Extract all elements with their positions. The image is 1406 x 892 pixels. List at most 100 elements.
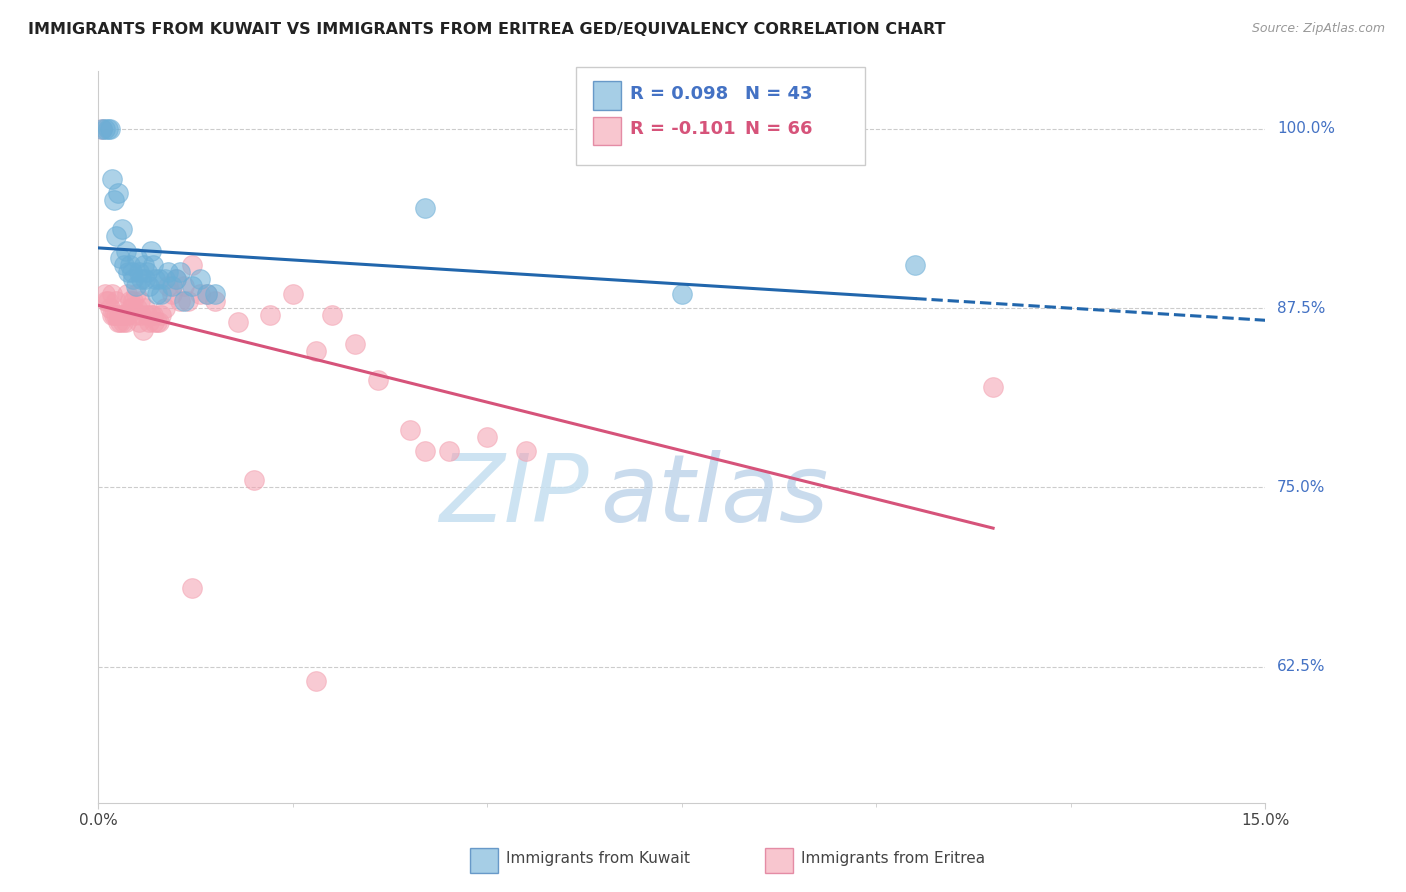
Point [108, 251, 131, 265]
Point [97, 293, 120, 308]
Point [305, 344, 328, 359]
Text: R = 0.098: R = 0.098 [630, 85, 728, 103]
Point [104, 308, 127, 322]
Point [107, 186, 129, 201]
Point [135, 308, 157, 322]
Point [671, 286, 693, 301]
Point [149, 286, 172, 301]
Point [437, 444, 460, 458]
Point [157, 265, 180, 279]
Point [112, 258, 135, 272]
Point [162, 279, 184, 293]
Point [169, 293, 191, 308]
Point [134, 272, 156, 286]
Point [188, 272, 211, 286]
Point [141, 308, 163, 322]
Point [146, 315, 169, 329]
Point [128, 265, 150, 279]
Point [114, 315, 136, 329]
Point [93, 286, 115, 301]
Point [134, 301, 156, 315]
Point [108, 315, 131, 329]
Point [204, 293, 226, 308]
Point [112, 308, 135, 322]
Point [125, 286, 148, 301]
Point [122, 293, 145, 308]
Point [136, 265, 159, 279]
Point [177, 293, 200, 308]
Point [121, 301, 143, 315]
Point [101, 172, 124, 186]
Point [103, 194, 125, 208]
Point [103, 308, 125, 322]
Point [127, 251, 149, 265]
Point [132, 258, 155, 272]
Point [108, 308, 131, 322]
Point [107, 315, 129, 329]
Point [121, 265, 143, 279]
Point [153, 272, 176, 286]
Point [104, 229, 127, 244]
Point [173, 279, 195, 293]
Point [118, 258, 141, 272]
Point [305, 673, 328, 688]
Point [180, 581, 202, 595]
Point [115, 286, 138, 301]
Point [117, 308, 139, 322]
Point [129, 308, 152, 322]
Point [105, 293, 128, 308]
Point [195, 286, 218, 301]
Text: N = 43: N = 43 [745, 85, 813, 103]
Text: atlas: atlas [600, 450, 828, 541]
Point [281, 286, 304, 301]
Point [157, 279, 180, 293]
Point [125, 279, 148, 293]
Point [180, 258, 202, 272]
Text: Source: ZipAtlas.com: Source: ZipAtlas.com [1251, 22, 1385, 36]
Point [138, 315, 160, 329]
Point [98, 301, 121, 315]
Point [141, 244, 163, 258]
Point [96, 293, 118, 308]
Point [169, 265, 191, 279]
Text: 87.5%: 87.5% [1277, 301, 1326, 316]
Point [173, 293, 195, 308]
Text: R = -0.101: R = -0.101 [630, 120, 735, 138]
Point [117, 265, 139, 279]
Point [97, 121, 120, 136]
Point [259, 308, 281, 322]
Point [981, 380, 1004, 394]
Point [98, 121, 121, 136]
Point [91, 121, 114, 136]
Point [344, 336, 367, 351]
Point [143, 272, 166, 286]
Point [128, 293, 150, 308]
Point [128, 315, 150, 329]
Point [243, 473, 266, 487]
Point [148, 315, 170, 329]
Point [101, 286, 124, 301]
Point [111, 308, 134, 322]
Text: ZIP: ZIP [439, 450, 589, 541]
Text: 62.5%: 62.5% [1277, 659, 1326, 674]
Point [93, 121, 115, 136]
Point [398, 423, 420, 437]
Point [149, 308, 172, 322]
Text: 75.0%: 75.0% [1277, 480, 1326, 495]
Point [91, 121, 114, 136]
Point [142, 258, 165, 272]
Point [146, 286, 169, 301]
Point [195, 286, 218, 301]
Point [120, 301, 142, 315]
Point [904, 258, 927, 272]
Point [138, 279, 160, 293]
Text: 100.0%: 100.0% [1277, 121, 1336, 136]
Point [127, 301, 149, 315]
Point [111, 222, 134, 236]
Text: N = 66: N = 66 [745, 120, 813, 138]
Point [367, 373, 389, 387]
Text: Immigrants from Kuwait: Immigrants from Kuwait [506, 851, 690, 865]
Point [114, 244, 136, 258]
Point [143, 315, 166, 329]
Point [228, 315, 250, 329]
